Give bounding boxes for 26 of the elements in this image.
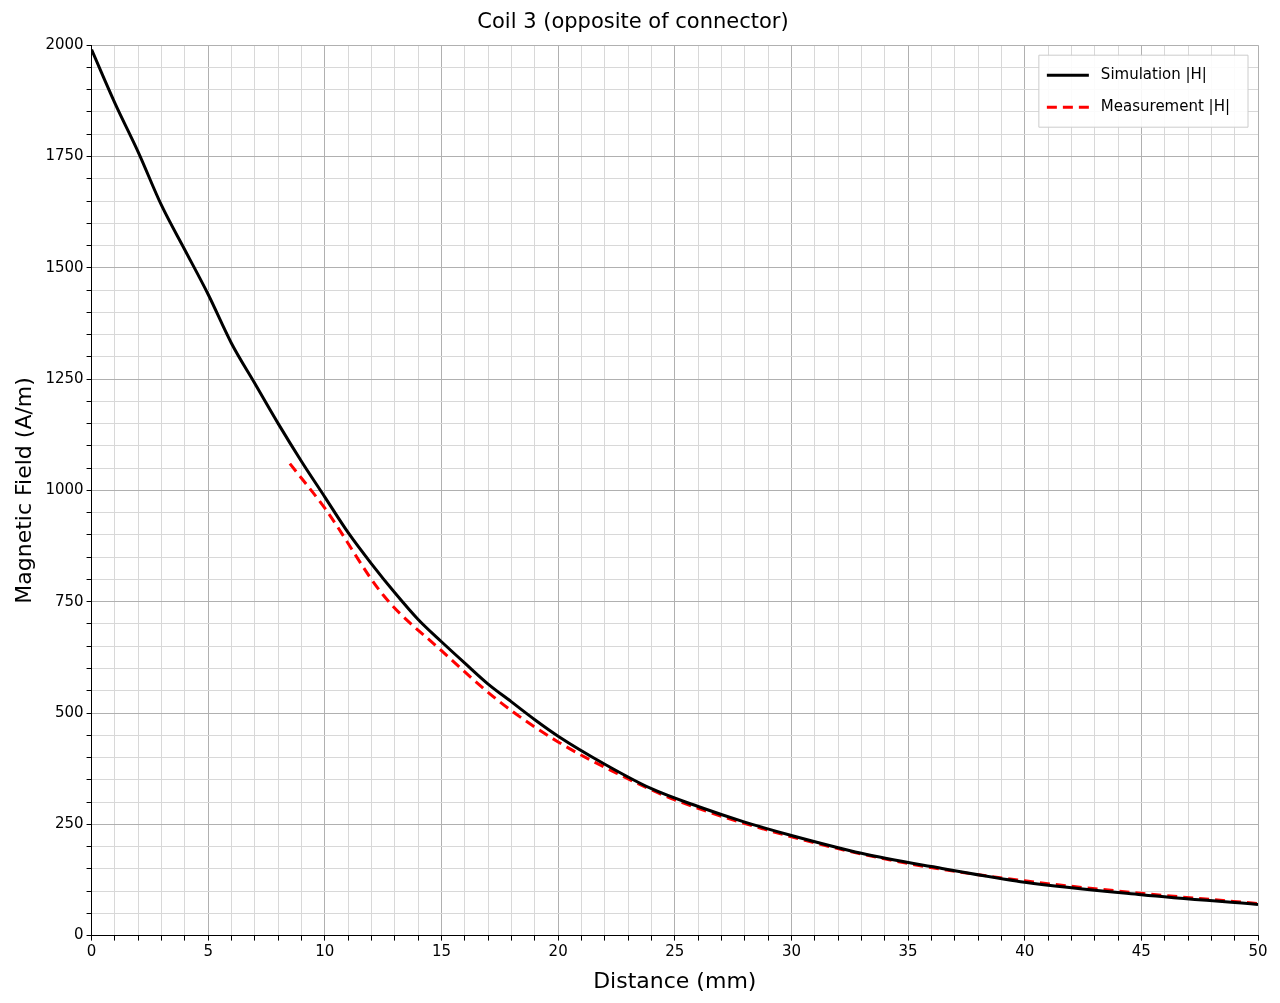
legend-label: Measurement |H| — [1100, 97, 1231, 116]
legend-label: Simulation |H| — [1100, 65, 1207, 84]
y-tick-label: 0 — [74, 925, 84, 944]
y-tick-label: 1250 — [45, 368, 84, 387]
x-tick-label: 25 — [665, 942, 685, 961]
x-axis-title: Distance (mm) — [593, 967, 757, 993]
chart-title: Coil 3 (opposite of connector) — [477, 9, 789, 34]
x-tick-label: 5 — [203, 942, 213, 961]
y-tick-label: 1500 — [45, 257, 84, 276]
x-tick-label: 50 — [1248, 942, 1268, 961]
x-tick-label: 15 — [431, 942, 452, 961]
x-tick-label: 45 — [1131, 942, 1151, 961]
y-tick-label: 500 — [54, 702, 84, 721]
x-tick-label: 20 — [548, 942, 568, 961]
x-tick-label: 35 — [898, 942, 918, 961]
y-tick-label: 2000 — [45, 35, 84, 54]
x-tick-label: 0 — [86, 942, 97, 961]
x-tick-label: 40 — [1015, 942, 1035, 961]
y-axis-title: Magnetic Field (A/m) — [10, 377, 36, 604]
x-tick-label: 10 — [315, 942, 335, 961]
x-tick-label: 30 — [781, 942, 801, 961]
y-tick-label: 1000 — [45, 480, 84, 499]
line-series — [288, 462, 1258, 906]
y-tick-label: 250 — [54, 814, 84, 833]
y-tick-label: 750 — [54, 591, 84, 610]
y-tick-label: 1750 — [45, 146, 84, 165]
